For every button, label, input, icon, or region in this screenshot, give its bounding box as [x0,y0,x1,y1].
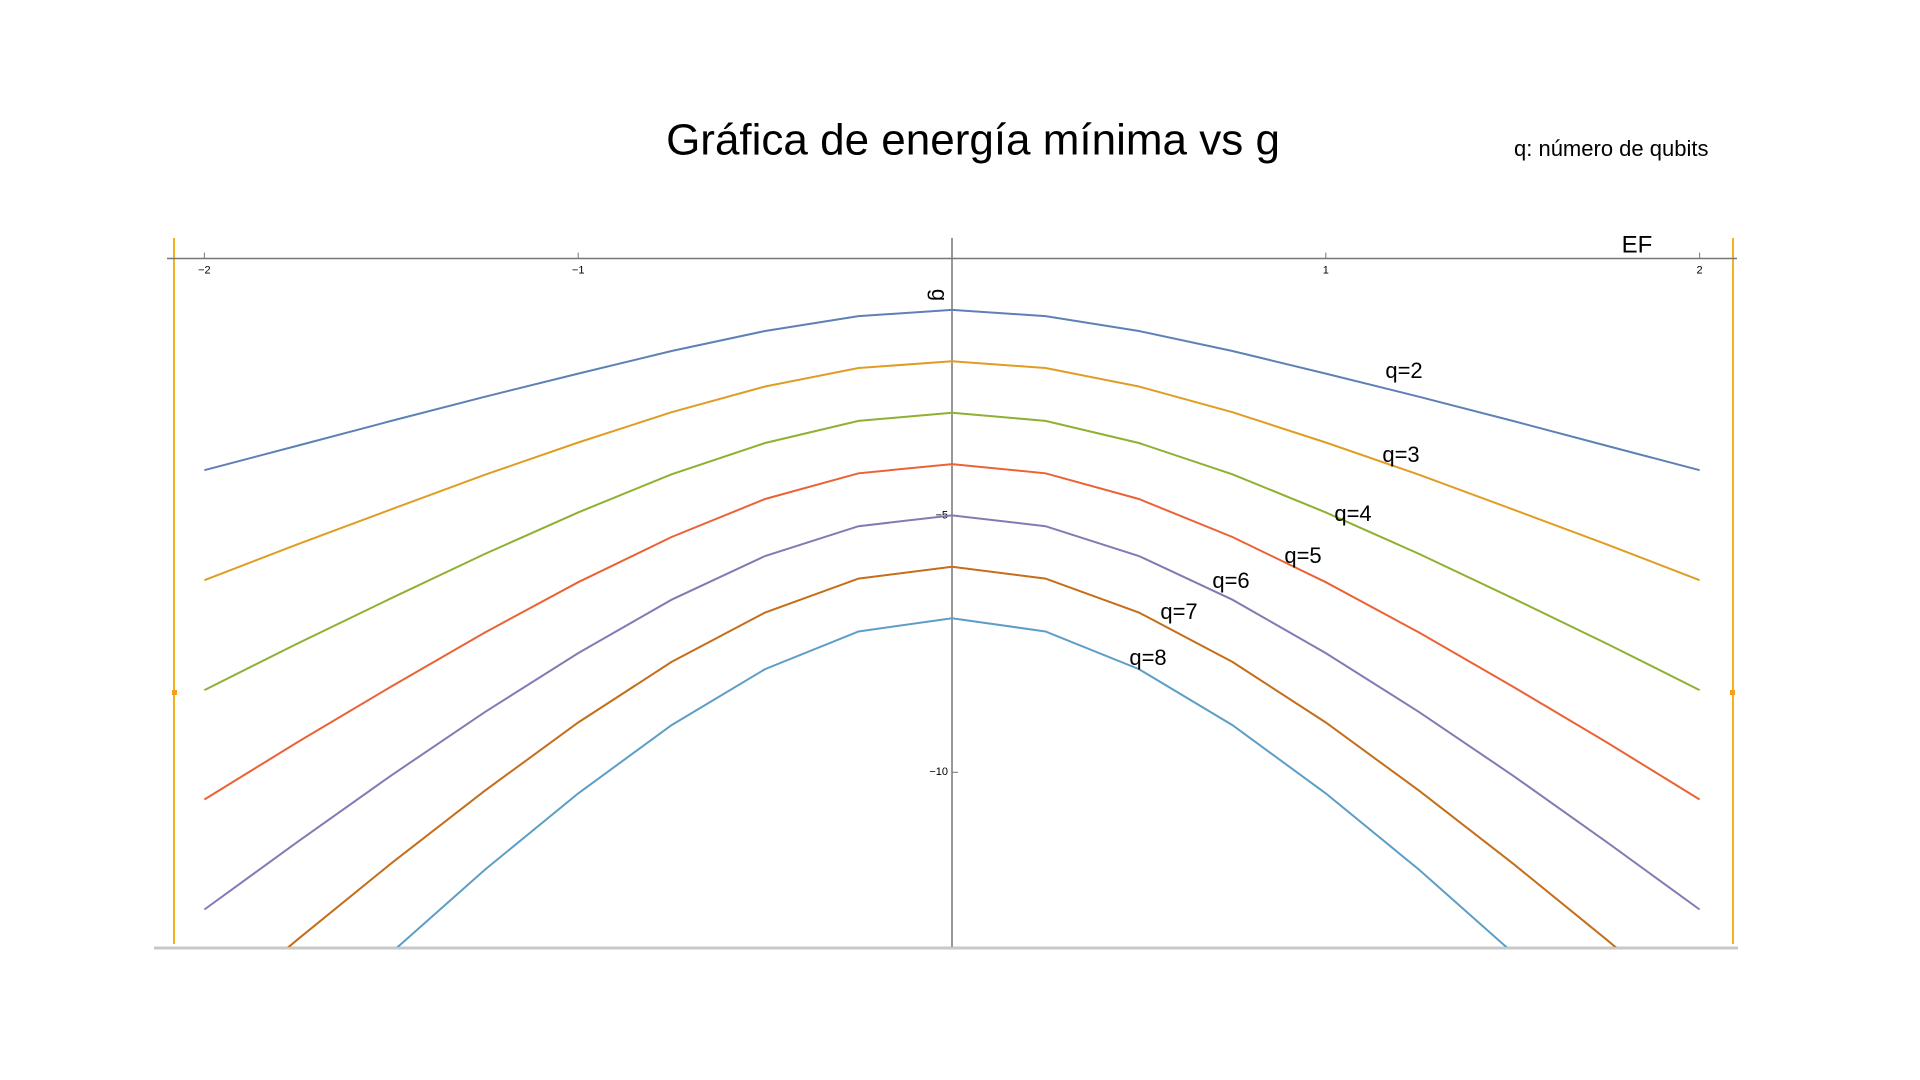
curve [204,308,1700,472]
curve [203,514,1701,911]
series [203,514,1701,911]
series [203,463,1701,801]
series [287,565,1617,947]
curve-label: q=4 [1334,501,1371,526]
frame-handle [1730,690,1735,695]
y-tick-label: −10 [929,766,948,778]
curve [287,565,1617,947]
series [204,308,1700,472]
series [396,617,1508,947]
x-tick-label: 2 [1697,264,1703,276]
curve-label: q=5 [1284,543,1321,568]
y-tick-label: −5 [935,509,948,521]
chart-title: Gráfica de energía mínima vs g [666,116,1280,165]
plot-area: EF g −2 −1 1 2 −5 −10 q=2 q=3 q=4 q=5 q=6 q=7 q=8 [167,231,1737,947]
curve [203,463,1701,801]
curve [396,617,1508,947]
curve [203,411,1701,691]
curve-label: q=7 [1160,599,1197,624]
x-tick-label: −1 [572,264,585,276]
x-tick-label: 1 [1323,264,1329,276]
curve-label: q=2 [1385,358,1422,383]
y-axis-label: g [927,289,952,301]
x-axis-label: EF [1622,231,1653,258]
curve-label: q=8 [1129,645,1166,670]
curve-label: q=6 [1212,568,1249,593]
curve [204,360,1700,582]
series [204,360,1700,582]
chart-subtitle: q: número de qubits [1514,136,1708,161]
x-tick-label: −2 [198,264,211,276]
series [203,411,1701,691]
frame-handle [172,690,177,695]
curve-label: q=3 [1382,442,1419,467]
